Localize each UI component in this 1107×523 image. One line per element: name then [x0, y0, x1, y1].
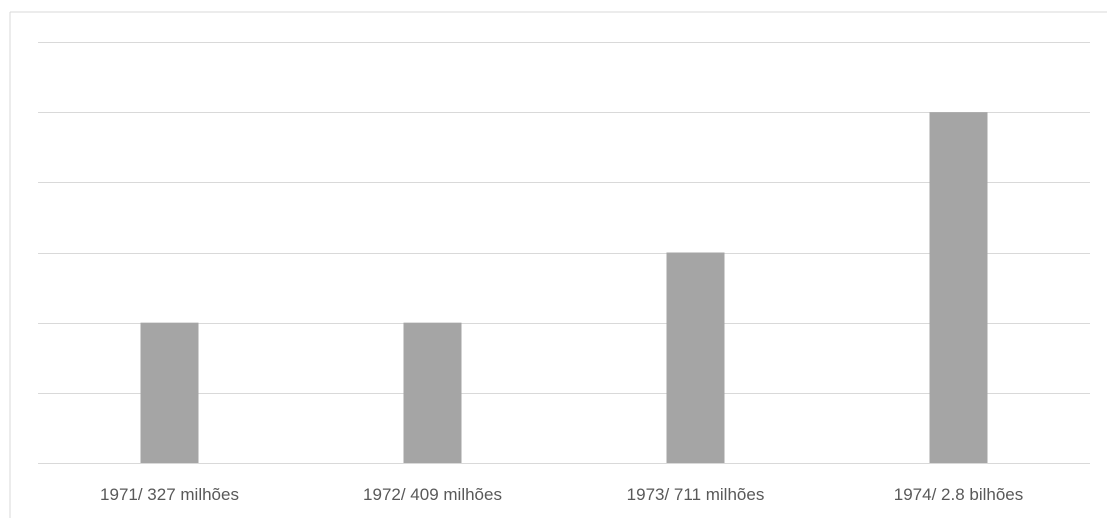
bar [929, 112, 988, 464]
x-tick-label: 1972/ 409 milhões [363, 485, 502, 504]
bar [140, 322, 199, 463]
bar [666, 252, 725, 463]
gridlines [38, 42, 1090, 464]
x-tick-label: 1973/ 711 milhões [627, 485, 765, 504]
bar [403, 322, 462, 463]
x-tick-label: 1971/ 327 milhões [100, 485, 239, 504]
x-tick-label: 1974/ 2.8 bilhões [894, 485, 1024, 504]
bars [140, 112, 988, 464]
category-labels: 1971/ 327 milhões 1972/ 409 milhões 1973/ … [100, 485, 1023, 504]
